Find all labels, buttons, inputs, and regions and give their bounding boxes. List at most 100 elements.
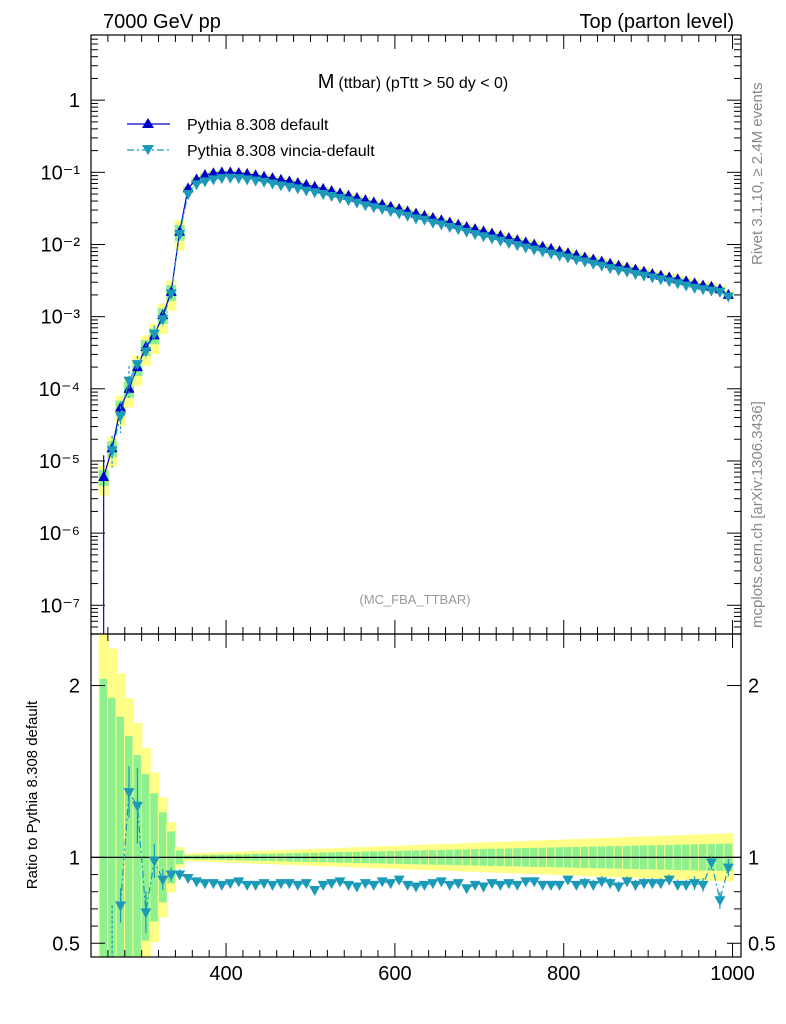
marker-vincia xyxy=(334,194,346,205)
marker-ratio xyxy=(528,877,540,888)
marker-vincia xyxy=(494,236,506,247)
band-inner-ratio xyxy=(116,716,125,957)
main-panel: 10⁻⁷ 10⁻⁶ 10⁻⁵ 10⁻⁴ 10⁻³ 10⁻² 10⁻¹ 1 (MC_FBA_TT… xyxy=(39,34,742,635)
marker-ratio xyxy=(191,877,203,888)
y-tick-label: 10⁻¹ xyxy=(41,162,81,184)
marker-ratio xyxy=(511,880,523,891)
marker-ratio xyxy=(385,879,397,890)
x-tick-label: 1000 xyxy=(710,963,755,985)
marker-vincia xyxy=(140,347,152,358)
y-tick-label: 10⁻³ xyxy=(41,307,81,329)
marker-vincia xyxy=(393,209,405,220)
x-tick-label: 600 xyxy=(378,963,411,985)
marker-vincia xyxy=(131,360,143,371)
marker-ratio xyxy=(317,880,329,891)
mcplots-credit-label: mcplots.cern.ch [arXiv:1306.3436] xyxy=(749,401,766,628)
marker-ratio xyxy=(478,882,490,893)
marker-ratio xyxy=(613,882,625,893)
legend-marker-triangle-up-icon xyxy=(142,118,154,128)
marker-vincia xyxy=(258,177,270,188)
marker-vincia xyxy=(562,253,574,264)
marker-ratio xyxy=(224,879,236,890)
marker-ratio xyxy=(250,880,262,891)
marker-vincia xyxy=(283,182,295,193)
ratio-frame xyxy=(90,633,742,958)
marker-vincia xyxy=(376,205,388,216)
marker-ratio xyxy=(359,879,371,890)
marker-ratio xyxy=(638,879,650,890)
marker-vincia xyxy=(410,214,422,225)
ratio-y-tick-label: 1 xyxy=(69,847,80,869)
marker-vincia xyxy=(427,218,439,229)
marker-ratio xyxy=(266,880,278,891)
marker-ratio xyxy=(140,908,152,919)
marker-ratio xyxy=(461,884,473,895)
marker-ratio xyxy=(520,877,532,888)
marker-ratio xyxy=(300,879,312,890)
marker-ratio xyxy=(418,880,430,891)
marker-vincia xyxy=(714,287,726,298)
marker-ratio xyxy=(604,879,616,890)
marker-vincia xyxy=(216,174,228,185)
marker-ratio xyxy=(233,877,245,888)
marker-vincia xyxy=(174,229,186,240)
ratio-axes: 0.5 0.5 1 1 2 2 400 600 800 1000 xyxy=(52,633,776,985)
marker-vincia xyxy=(629,269,641,280)
marker-vincia xyxy=(435,220,447,231)
marker-ratio xyxy=(376,877,388,888)
marker-ratio xyxy=(621,877,633,888)
marker-default xyxy=(300,178,312,189)
marker-vincia xyxy=(621,267,633,278)
marker-vincia xyxy=(680,281,692,292)
marker-vincia xyxy=(520,243,532,254)
marker-ratio xyxy=(148,856,160,867)
marker-ratio xyxy=(486,879,498,890)
title-sub: (ttbar) (pTtt > 50 dy < 0) xyxy=(338,75,508,92)
marker-vincia xyxy=(587,259,599,270)
ratio-y-tick-label: 2 xyxy=(69,676,80,698)
marker-vincia xyxy=(199,177,211,188)
y-tick-label: 10⁻⁵ xyxy=(39,451,80,473)
marker-ratio xyxy=(596,877,608,888)
marker-vincia xyxy=(469,230,481,241)
marker-ratio xyxy=(131,801,143,812)
marker-vincia xyxy=(165,289,177,300)
marker-ratio xyxy=(165,870,177,881)
marker-vincia xyxy=(646,273,658,284)
marker-ratio xyxy=(554,880,566,891)
marker-ratio xyxy=(452,879,464,890)
analysis-watermark: (MC_FBA_TTBAR) xyxy=(359,592,470,607)
marker-vincia xyxy=(106,446,118,457)
marker-vincia xyxy=(191,180,203,191)
marker-vincia xyxy=(266,179,278,190)
marker-ratio xyxy=(123,788,135,799)
header-energy: 7000 GeV pp xyxy=(103,11,221,33)
marker-ratio xyxy=(705,858,717,869)
marker-vincia xyxy=(385,207,397,218)
y-tick-label: 10⁻² xyxy=(41,234,81,256)
rivet-version-label: Rivet 3.1.10, ≥ 2.4M events xyxy=(749,83,766,266)
marker-vincia xyxy=(157,315,169,326)
marker-ratio xyxy=(351,882,363,893)
marker-ratio xyxy=(182,873,194,884)
marker-vincia xyxy=(638,271,650,282)
marker-vincia xyxy=(705,286,717,297)
marker-ratio xyxy=(207,879,219,890)
band-inner-ratio xyxy=(124,735,133,957)
plot-title: M (ttbar) (pTtt > 50 dy < 0) xyxy=(318,71,509,93)
marker-ratio xyxy=(689,879,701,890)
marker-ratio xyxy=(722,863,734,874)
marker-vincia xyxy=(275,181,287,192)
marker-vincia xyxy=(537,247,549,258)
marker-vincia xyxy=(663,277,675,288)
marker-vincia xyxy=(351,198,363,209)
ratio-y-tick-label-right: 2 xyxy=(748,676,759,698)
legend-entry-default: Pythia 8.308 default xyxy=(127,117,329,134)
marker-vincia xyxy=(528,245,540,256)
marker-ratio xyxy=(199,879,211,890)
marker-ratio xyxy=(494,880,506,891)
marker-ratio xyxy=(444,880,456,891)
legend-label-default: Pythia 8.308 default xyxy=(187,117,329,134)
marker-ratio xyxy=(216,880,228,891)
